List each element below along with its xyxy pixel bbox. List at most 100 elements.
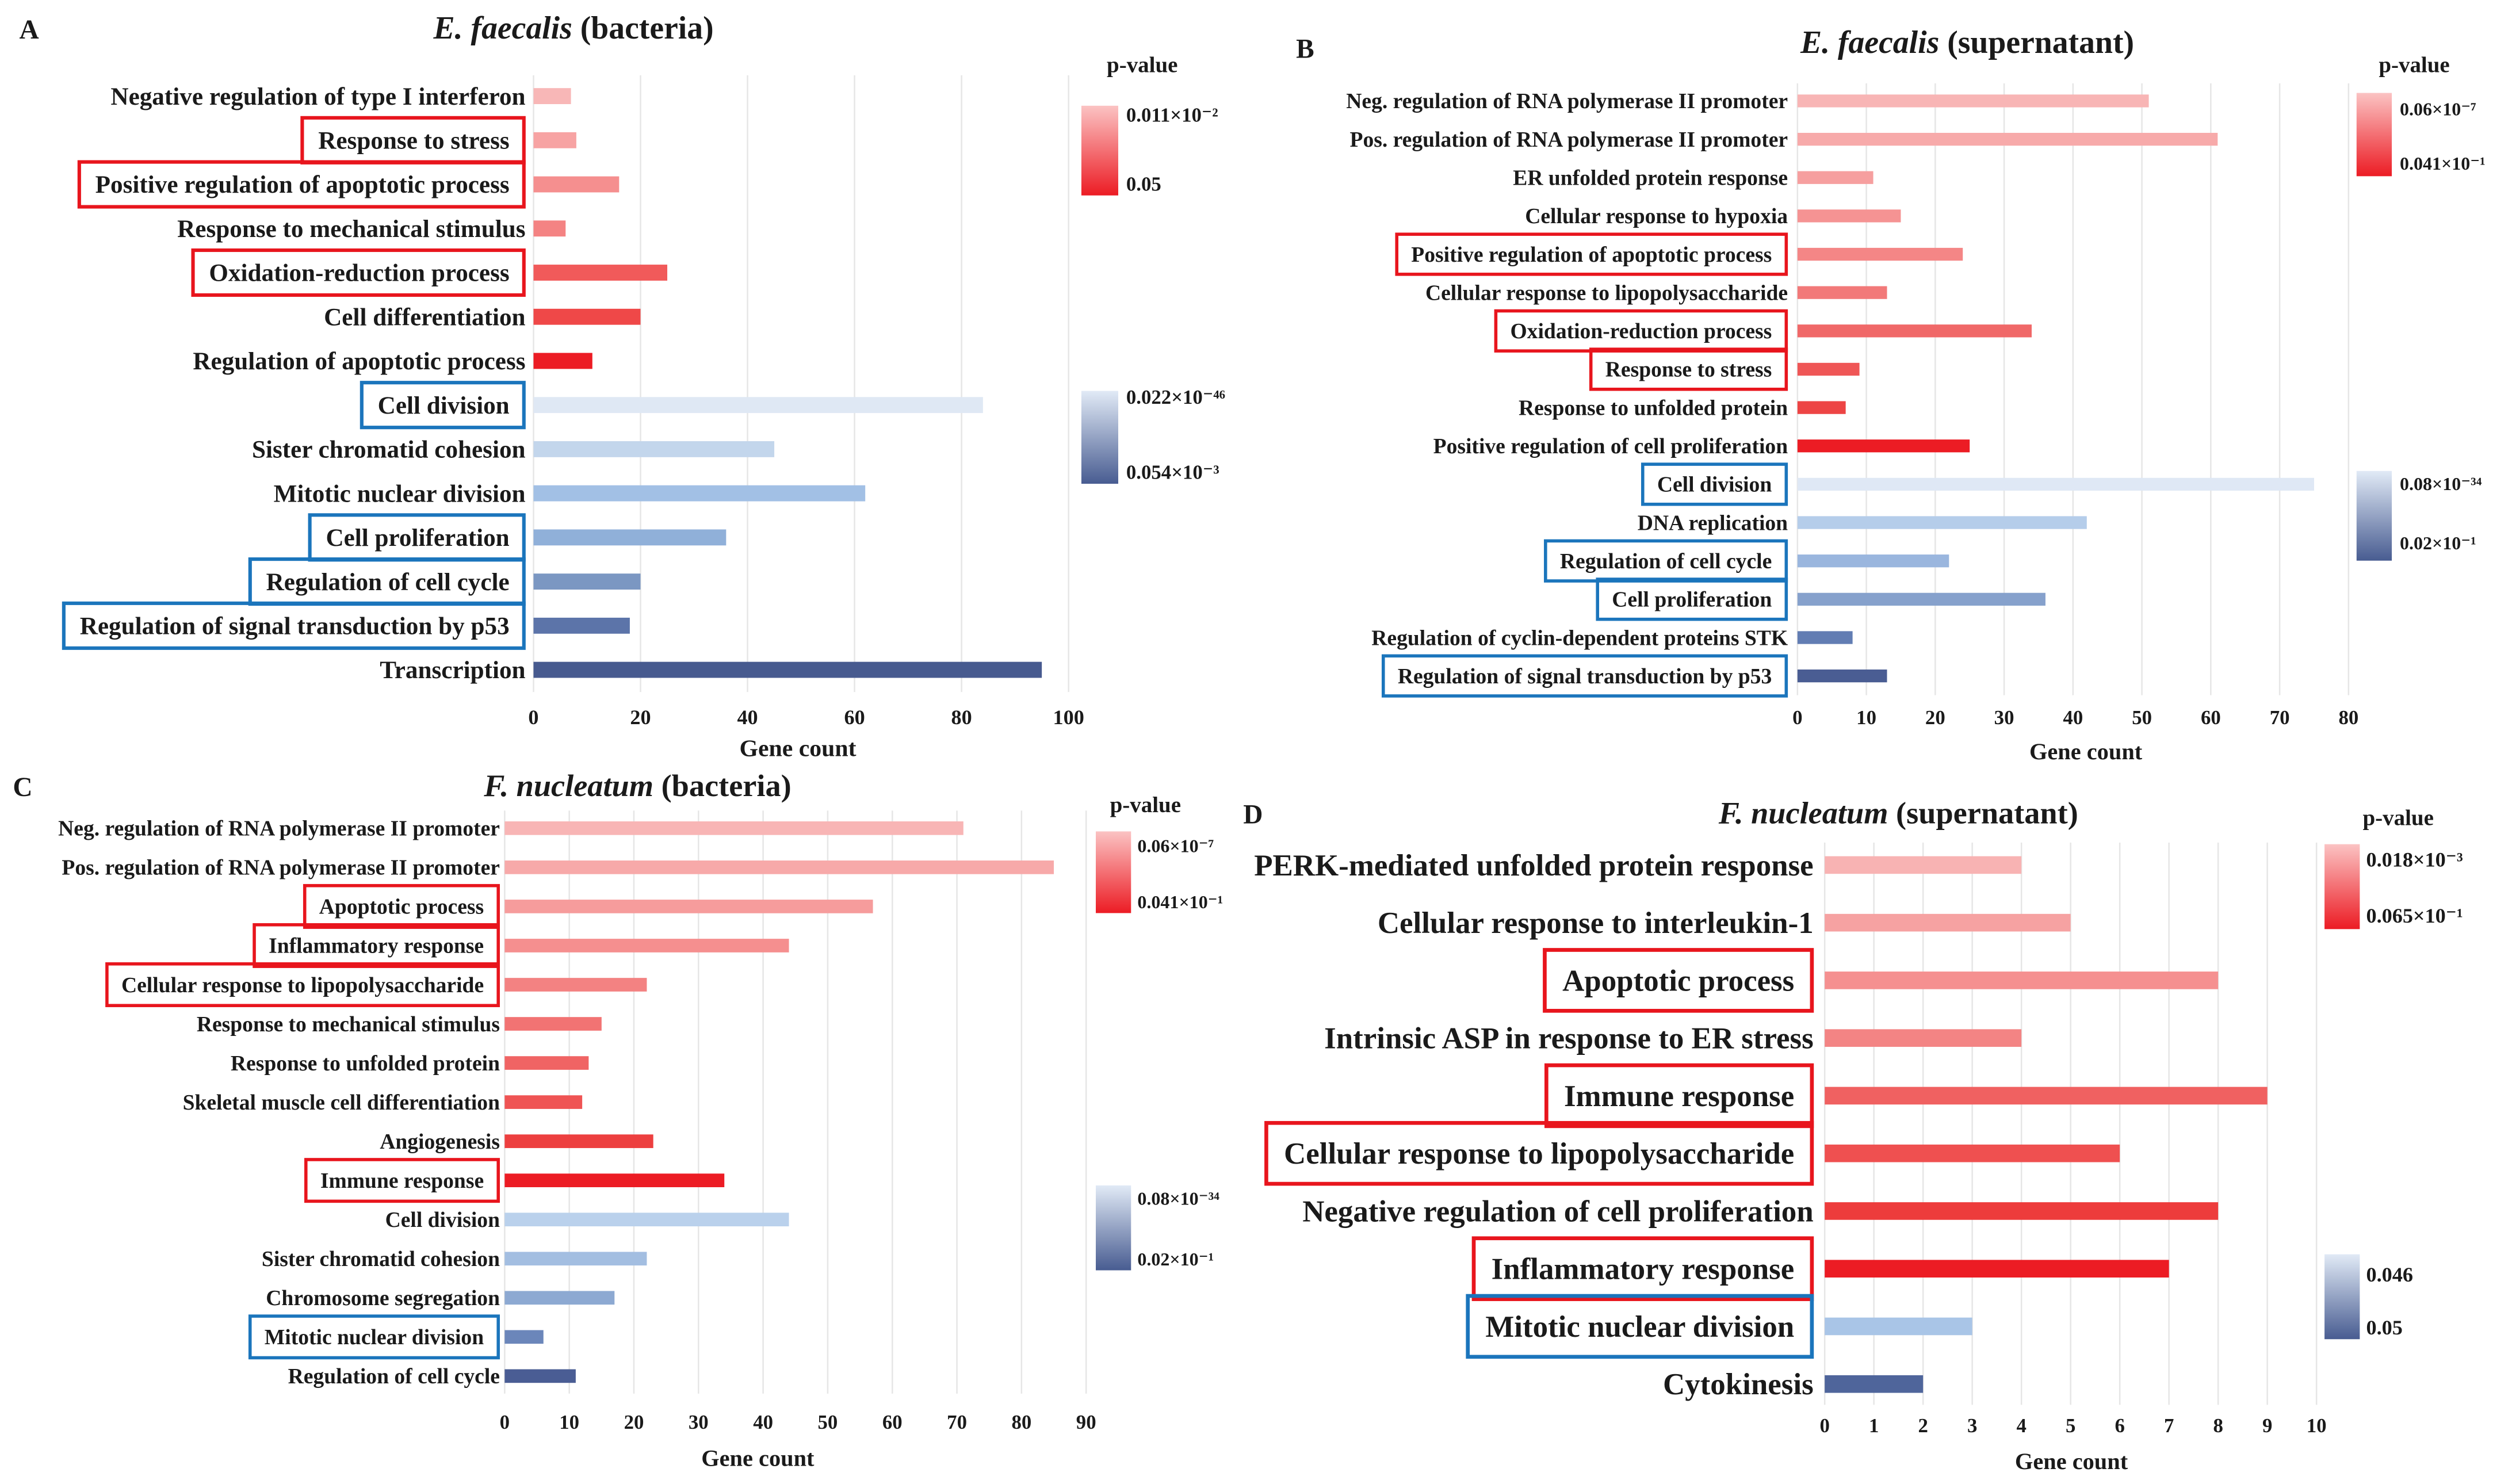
panel-d-x-tick-label: 9 [2262,1414,2272,1437]
panel-c-bar-8 [504,1095,583,1109]
panel-d-highlight-box-3 [1543,948,1814,1013]
panel-d-highlight-box-6 [1264,1120,1814,1186]
panel-b-x-axis-label: Gene count [2029,739,2143,764]
panel-d-title: F. nucleatum (supernatant) [1718,795,2078,830]
panel-b-bar-12 [1797,516,2087,529]
panel-d-bar-8 [1825,1260,2169,1278]
panel-c-highlight-box-4 [253,923,500,968]
panel-a-title-sample: (bacteria) [580,10,714,46]
panel-b-category-label-11: Cell division [1657,473,1772,497]
panel-c-legend-title: p-value [1110,793,1181,817]
panel-a-category-label-2: Response to stress [318,128,509,155]
panel-b-legend-red-top-label: 0.06×10⁻⁷ [2400,99,2476,120]
panel-a-bar-5 [533,265,668,281]
panel-d-legend-red-bottom-label: 0.065×10⁻¹ [2366,904,2463,927]
panel-a-legend-red-colorbar [1081,105,1118,196]
panel-b-x-tick-label: 0 [1792,706,1802,729]
panel-d-legend-title: p-value [2362,805,2433,830]
panel-d-letter: D [1243,800,1263,829]
panel-b-bar-4 [1797,209,1901,223]
panel-c-category-label-2: Pos. regulation of RNA polymerase II pro… [62,856,500,880]
panel-a-x-tick-label: 80 [951,706,972,729]
panel-d-x-tick-label: 0 [1819,1414,1829,1437]
panel-c-highlight-box-5 [105,962,500,1007]
panel-d-x-tick-label: 1 [1869,1414,1879,1437]
panel-b-x-tick-label: 20 [1925,706,1945,729]
panel-b-x-tick-label: 10 [1856,706,1876,729]
panel-d-bar-4 [1825,1029,2022,1047]
panel-b-category-label-4: Cellular response to hypoxia [1525,205,1788,228]
panel-b-category-label-1: Neg. regulation of RNA polymerase II pro… [1346,90,1788,113]
panel-c-bar-5 [504,978,647,992]
panel-a-category-label-3: Positive regulation of apoptotic process [95,171,510,198]
panel-c-x-axis-label: Gene count [701,1445,815,1471]
panel-c-category-label-11: Cell division [385,1208,500,1232]
panel-b-letter: B [1296,34,1314,64]
panel-d-category-label-7: Negative regulation of cell proliferatio… [1302,1195,1813,1228]
panel-b-category-label-13: Regulation of cell cycle [1560,550,1772,573]
panel-b-category-label-14: Cell proliferation [1612,588,1772,612]
panel-b-legend-blue-colorbar [2356,471,2392,561]
panel-d-category-label-1: PERK-mediated unfolded protein response [1254,849,1813,882]
panel-a-x-tick-label: 60 [844,706,865,729]
panel-b-highlight-box-13 [1544,539,1788,583]
panel-c-legend-blue-top-label: 0.08×10⁻³⁴ [1137,1188,1219,1208]
panel-d-bar-1 [1825,856,2022,874]
panel-b-title-sample: (supernatant) [1947,25,2134,60]
panel-a-bar-4 [533,220,566,237]
panel-c-category-label-5: Cellular response to lipopolysaccharide [121,974,484,997]
panel-b-x-tick-label: 70 [2270,706,2290,729]
panel-b-highlight-box-16 [1381,654,1788,698]
panel-c-category-label-15: Regulation of cell cycle [288,1365,500,1389]
panel-d-category-label-9: Mitotic nuclear division [1485,1310,1794,1344]
panel-b-x-tick-label: 60 [2201,706,2221,729]
panel-c-category-label-9: Angiogenesis [380,1130,500,1154]
panel-b-category-label-3: ER unfolded protein response [1513,167,1788,190]
panel-d-x-axis-label: Gene count [2015,1448,2128,1474]
panel-a-category-label-6: Cell differentiation [324,304,525,331]
panel-a-bar-11 [533,529,727,546]
panel-b-bar-10 [1797,439,1970,453]
panel-c-bar-10 [504,1173,725,1187]
panel-c: C F. nucleatum (bacteria) 0 10 20 30 40 50 60 70 80… [13,768,1223,1471]
panel-a-title: E. faecalis (bacteria) [433,10,714,46]
panel-d-category-label-4: Intrinsic ASP in response to ER stress [1324,1022,1814,1055]
panel-b-bar-3 [1797,171,1874,184]
panel-a-highlight-box-13 [62,601,526,650]
panel-c-category-label-4: Inflammatory response [269,935,484,958]
panel-b-x-tick-label: 30 [1994,706,2014,729]
panel-c-highlight-box-3 [303,883,500,929]
panel-c-x-tick-label: 10 [559,1411,579,1433]
panel-c-x-tick-label: 30 [689,1411,709,1433]
panel-c-legend-blue-colorbar [1096,1185,1131,1271]
panel-c-x-tick-label: 50 [818,1411,838,1433]
panel-c-bar-1 [504,821,963,835]
panel-a-highlight-box-8 [360,381,526,430]
panel-b-category-label-10: Positive regulation of cell proliferatio… [1433,435,1788,458]
panel-a-category-label-4: Response to mechanical stimulus [177,216,525,243]
panel-c-x-tick-label: 0 [500,1411,510,1433]
panel-d-x-tick-label: 3 [1967,1414,1977,1437]
panel-d-legend-red-colorbar [2324,844,2360,930]
panel-c-x-tick-label: 90 [1076,1411,1096,1433]
panel-c-category-label-12: Sister chromatid cohesion [262,1248,500,1271]
panel-b-category-label-2: Pos. regulation of RNA polymerase II pro… [1350,128,1788,152]
panel-d-legend-blue-top-label: 0.046 [2366,1263,2412,1286]
panel-d-bar-10 [1825,1375,1924,1393]
panel-c-x-tick-label: 60 [882,1411,903,1433]
panel-d-highlight-box-5 [1544,1063,1814,1129]
panel-a-highlight-box-3 [77,160,526,209]
panel-a-bar-12 [533,573,641,590]
panel-a-legend-blue-top-label: 0.022×10⁻⁴⁶ [1126,386,1225,408]
panel-b: B E. faecalis (supernatant) 0 10 20 30 40 50 60 70… [1296,25,2486,764]
panel-b-bar-14 [1797,592,2045,606]
panel-b-category-label-6: Cellular response to lipopolysaccharide [1425,281,1788,305]
panel-d-legend-blue-colorbar [2324,1254,2360,1340]
panel-d-bar-6 [1825,1144,2120,1162]
panel-a-bar-8 [533,397,983,414]
panel-a-category-label-13: Regulation of signal transduction by p53 [80,613,510,640]
panel-d-title-organism: F. nucleatum [1718,795,1888,830]
panel-a-bar-6 [533,308,641,325]
panel-b-bar-8 [1797,362,1860,376]
